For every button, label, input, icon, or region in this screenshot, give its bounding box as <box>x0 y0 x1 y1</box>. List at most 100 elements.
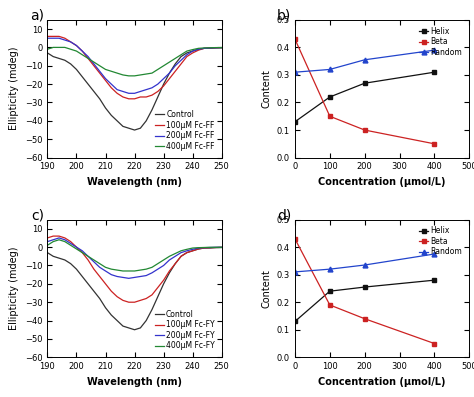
200μM Fc-FY <box>166 258 172 262</box>
Control <box>196 47 201 52</box>
100μM Fc-FF <box>109 85 114 90</box>
200μM Fc-FF <box>120 89 126 94</box>
X-axis label: Concentration (μmol/L): Concentration (μmol/L) <box>319 177 446 187</box>
400μM Fc-FF <box>85 56 91 61</box>
200μM Fc-FF <box>68 40 73 44</box>
Control <box>207 246 213 251</box>
100μM Fc-FY <box>120 298 126 303</box>
400μM Fc-FY <box>149 265 155 270</box>
100μM Fc-FF <box>155 89 161 94</box>
200μM Fc-FY <box>190 247 195 252</box>
200μM Fc-FY <box>114 274 120 279</box>
100μM Fc-FY <box>73 245 79 249</box>
400μM Fc-FF <box>114 71 120 75</box>
200μM Fc-FY <box>45 239 50 244</box>
Control <box>56 256 62 260</box>
Control <box>213 245 219 250</box>
Beta <box>431 141 437 146</box>
200μM Fc-FY <box>109 272 114 277</box>
Control <box>50 254 56 259</box>
Random <box>362 58 367 62</box>
Control <box>201 246 207 251</box>
Control <box>73 67 79 72</box>
400μM Fc-FF <box>143 71 149 76</box>
Control <box>73 267 79 272</box>
Control <box>149 108 155 112</box>
400μM Fc-FF <box>80 52 85 57</box>
Control <box>173 62 178 66</box>
400μM Fc-FY <box>132 269 137 274</box>
200μM Fc-FY <box>73 245 79 249</box>
400μM Fc-FY <box>103 265 109 270</box>
Control <box>184 50 190 55</box>
400μM Fc-FY <box>207 245 213 250</box>
Control <box>85 281 91 286</box>
200μM Fc-FF <box>173 64 178 68</box>
200μM Fc-FY <box>85 254 91 259</box>
Line: Control: Control <box>47 48 222 130</box>
400μM Fc-FF <box>173 56 178 61</box>
100μM Fc-FY <box>126 300 132 304</box>
Beta <box>362 128 367 133</box>
100μM Fc-FF <box>196 48 201 52</box>
200μM Fc-FF <box>97 69 102 74</box>
200μM Fc-FF <box>184 52 190 57</box>
Control <box>109 113 114 118</box>
200μM Fc-FF <box>149 85 155 90</box>
Control <box>137 126 143 131</box>
Beta <box>292 37 298 42</box>
Control <box>161 82 166 87</box>
Control <box>166 270 172 275</box>
100μM Fc-FF <box>91 64 97 68</box>
Helix <box>362 81 367 86</box>
Random <box>292 70 298 75</box>
100μM Fc-FY <box>91 267 97 272</box>
100μM Fc-FF <box>73 43 79 48</box>
200μM Fc-FY <box>196 246 201 251</box>
Control <box>97 296 102 301</box>
400μM Fc-FF <box>207 45 213 50</box>
Control <box>173 261 178 266</box>
Line: 200μM Fc-FY: 200μM Fc-FY <box>47 238 222 278</box>
100μM Fc-FF <box>137 94 143 99</box>
400μM Fc-FF <box>190 47 195 52</box>
400μM Fc-FY <box>109 267 114 272</box>
200μM Fc-FF <box>207 46 213 50</box>
400μM Fc-FF <box>91 60 97 64</box>
400μM Fc-FY <box>201 245 207 250</box>
100μM Fc-FF <box>207 46 213 50</box>
100μM Fc-FF <box>184 54 190 59</box>
100μM Fc-FF <box>143 94 149 99</box>
400μM Fc-FY <box>219 245 225 250</box>
100μM Fc-FY <box>56 234 62 239</box>
400μM Fc-FF <box>196 46 201 51</box>
400μM Fc-FY <box>80 250 85 255</box>
Control <box>149 307 155 312</box>
200μM Fc-FY <box>173 254 178 259</box>
200μM Fc-FF <box>196 47 201 52</box>
400μM Fc-FF <box>73 49 79 54</box>
200μM Fc-FF <box>85 54 91 59</box>
Line: Beta: Beta <box>292 237 437 346</box>
200μM Fc-FF <box>50 36 56 40</box>
400μM Fc-FY <box>213 245 219 250</box>
100μM Fc-FF <box>103 78 109 83</box>
100μM Fc-FF <box>219 45 225 50</box>
100μM Fc-FY <box>85 258 91 262</box>
200μM Fc-FY <box>91 259 97 264</box>
Random <box>292 270 298 274</box>
Control <box>80 74 85 79</box>
Control <box>109 313 114 318</box>
100μM Fc-FF <box>161 84 166 89</box>
200μM Fc-FY <box>56 235 62 240</box>
Control <box>166 71 172 75</box>
Control <box>68 62 73 66</box>
X-axis label: Concentration (μmol/L): Concentration (μmol/L) <box>319 377 446 387</box>
400μM Fc-FY <box>126 269 132 274</box>
200μM Fc-FY <box>149 270 155 275</box>
100μM Fc-FY <box>114 294 120 299</box>
Helix <box>292 319 298 324</box>
400μM Fc-FY <box>97 261 102 266</box>
400μM Fc-FY <box>161 258 166 262</box>
400μM Fc-FF <box>137 73 143 77</box>
